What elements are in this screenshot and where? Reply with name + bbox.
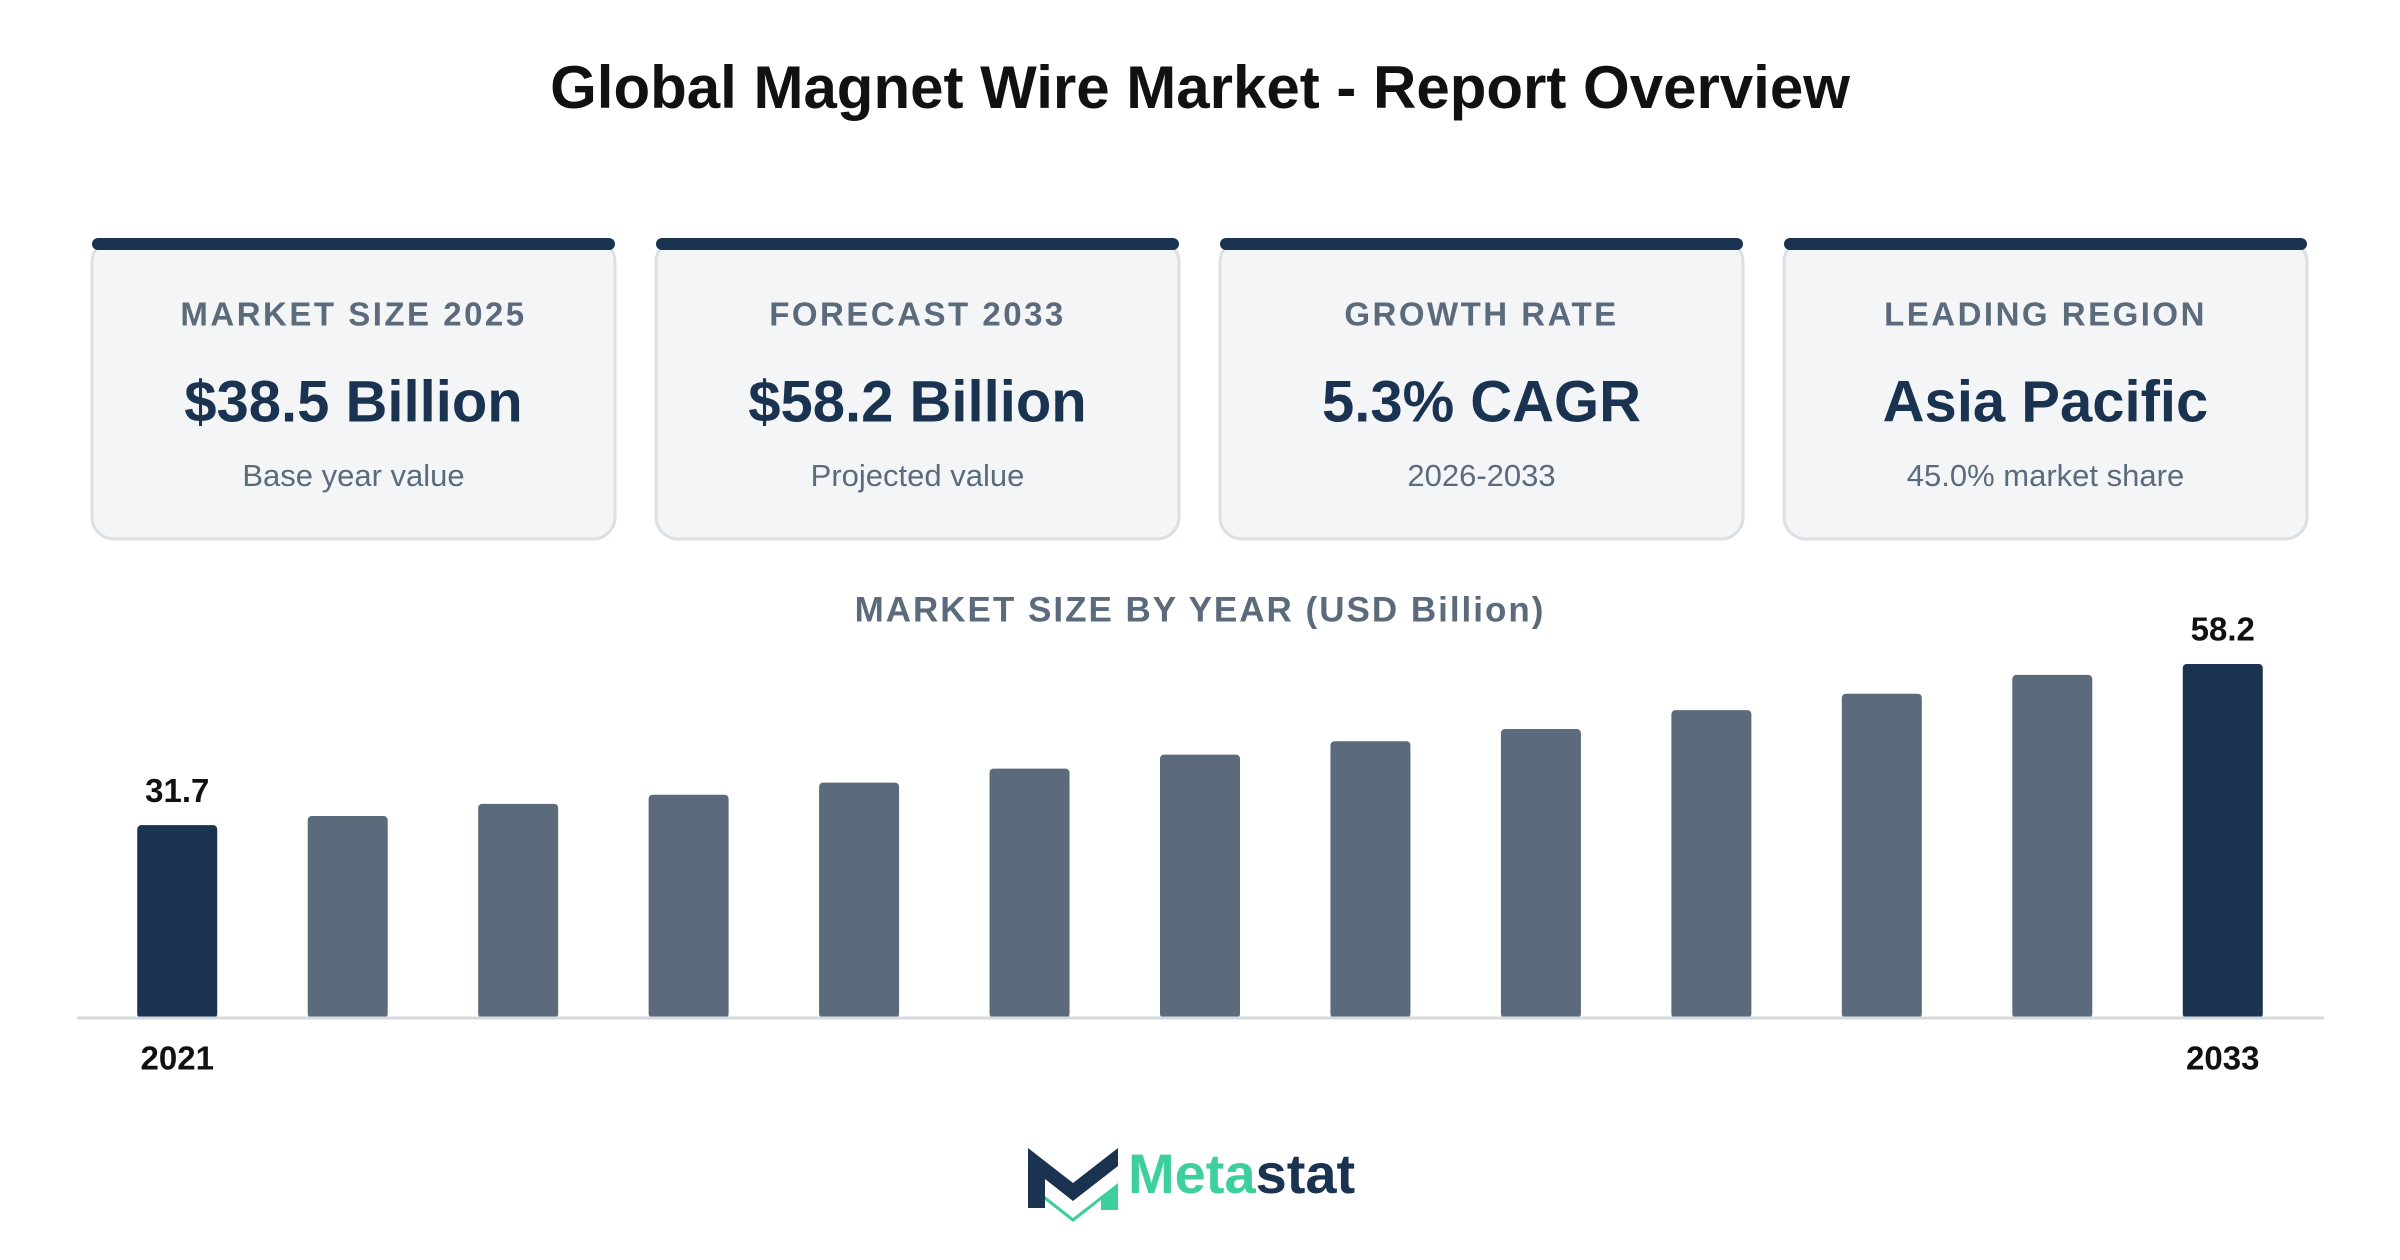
- card-value: Asia Pacific: [1883, 369, 2209, 434]
- chart-title: MARKET SIZE BY YEAR (USD Billion): [855, 590, 1546, 629]
- card-label: FORECAST 2033: [769, 296, 1066, 333]
- x-tick-label: 2033: [2186, 1040, 2259, 1077]
- card-top-bar: [1784, 238, 2307, 250]
- card-value: $58.2 Billion: [748, 369, 1086, 434]
- logo-icon-dark: [1028, 1148, 1118, 1208]
- card-top-bar: [656, 238, 1179, 250]
- bar: [307, 816, 388, 1018]
- bar: [1160, 754, 1240, 1018]
- card-value: $38.5 Billion: [184, 369, 522, 434]
- x-tick-label: 2021: [141, 1040, 214, 1077]
- value-label: 58.2: [2191, 611, 2255, 648]
- bar: [2012, 674, 2093, 1018]
- card-note: Projected value: [811, 458, 1025, 493]
- card-note: 2026-2033: [1407, 458, 1555, 493]
- card-label: MARKET SIZE 2025: [180, 296, 526, 333]
- logo-part: stat: [1256, 1142, 1356, 1205]
- card-label: GROWTH RATE: [1344, 296, 1618, 333]
- page-title: Global Magnet Wire Market - Report Overv…: [550, 54, 1850, 121]
- card-note: 45.0% market share: [1907, 458, 2184, 493]
- bar: [137, 825, 218, 1018]
- bar: [1841, 693, 1922, 1018]
- bar: [2182, 663, 2263, 1018]
- bar: [478, 803, 559, 1018]
- card-top-bar: [92, 238, 615, 250]
- bar-chart: 2021 31.7 2033 58.2: [77, 611, 2324, 1077]
- cards: MARKET SIZE 2025 $38.5 Billion Base year v…: [90, 238, 2309, 541]
- bar: [648, 794, 729, 1018]
- card-value: 5.3% CAGR: [1322, 369, 1641, 434]
- card-top-bar: [1220, 238, 1743, 250]
- stat-card: MARKET SIZE 2025 $38.5 Billion Base year v…: [90, 238, 617, 541]
- stat-card: LEADING REGION Asia Pacific 45.0% market s…: [1782, 238, 2309, 541]
- bar: [819, 782, 900, 1018]
- value-label: 31.7: [145, 772, 209, 809]
- logo: Metastat: [1028, 1142, 1355, 1222]
- stat-card: FORECAST 2033 $58.2 Billion Projected valu…: [654, 238, 1181, 541]
- logo-text: Metastat: [1128, 1142, 1355, 1205]
- logo-part: Meta: [1128, 1142, 1256, 1205]
- bar: [1330, 741, 1411, 1018]
- bar: [989, 768, 1070, 1018]
- card-label: LEADING REGION: [1884, 296, 2207, 333]
- bar: [1671, 710, 1752, 1018]
- bar: [1500, 729, 1581, 1018]
- logo-icon-green: [1045, 1183, 1118, 1222]
- stat-card: GROWTH RATE 5.3% CAGR 2026-2033: [1218, 238, 1745, 541]
- card-note: Base year value: [242, 458, 464, 493]
